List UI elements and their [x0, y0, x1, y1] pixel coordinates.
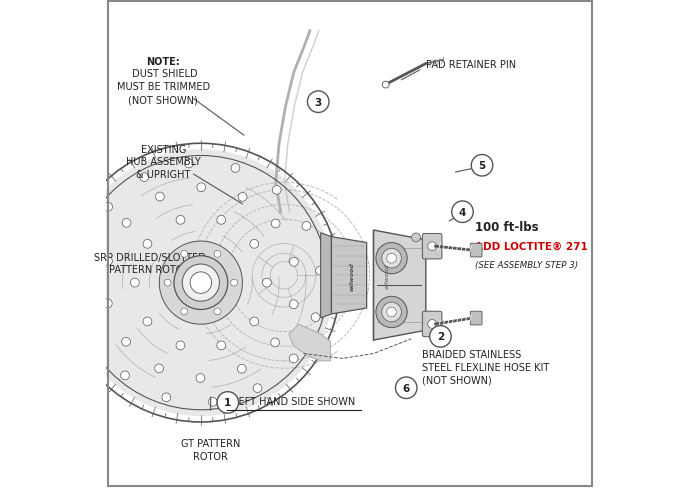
Polygon shape [321, 233, 331, 318]
Circle shape [174, 256, 228, 310]
Circle shape [250, 240, 259, 249]
Circle shape [376, 243, 407, 274]
Circle shape [182, 264, 219, 302]
Circle shape [376, 297, 407, 328]
Circle shape [471, 155, 493, 177]
Text: ADD LOCTITE® 271: ADD LOCTITE® 271 [475, 242, 588, 251]
Circle shape [176, 216, 185, 225]
FancyBboxPatch shape [470, 244, 482, 258]
Text: 5: 5 [478, 161, 486, 171]
Circle shape [104, 300, 112, 308]
Circle shape [272, 220, 280, 228]
Text: (SEE ASSEMBLY STEP 3): (SEE ASSEMBLY STEP 3) [475, 260, 578, 269]
Text: wilwood: wilwood [349, 262, 354, 290]
Circle shape [217, 392, 239, 413]
Circle shape [209, 398, 217, 407]
Circle shape [155, 193, 164, 202]
Circle shape [386, 254, 396, 264]
Text: 4: 4 [458, 207, 466, 217]
Text: EXISTING
HUB ASSEMBLY
& UPRIGHT: EXISTING HUB ASSEMBLY & UPRIGHT [126, 144, 201, 180]
Circle shape [382, 82, 389, 89]
Circle shape [386, 307, 396, 317]
Circle shape [452, 202, 473, 223]
Circle shape [104, 257, 113, 266]
Circle shape [181, 251, 188, 258]
Circle shape [289, 300, 298, 309]
Circle shape [272, 186, 281, 195]
Text: 2: 2 [437, 332, 444, 342]
Text: wilwood: wilwood [384, 263, 389, 288]
Text: BRAIDED STAINLESS
STEEL FLEXLINE HOSE KIT
(NOT SHOWN): BRAIDED STAINLESS STEEL FLEXLINE HOSE KI… [422, 349, 550, 385]
Circle shape [164, 280, 171, 286]
Circle shape [162, 393, 171, 402]
Circle shape [104, 203, 113, 212]
Polygon shape [374, 231, 426, 341]
Circle shape [316, 267, 325, 276]
Text: 3: 3 [314, 98, 322, 107]
Text: LEFT HAND SIDE SHOWN: LEFT HAND SIDE SHOWN [232, 396, 355, 406]
Circle shape [289, 354, 298, 363]
Circle shape [237, 365, 246, 373]
Circle shape [238, 193, 247, 202]
Circle shape [231, 164, 240, 173]
Circle shape [395, 377, 417, 399]
Circle shape [217, 216, 225, 225]
FancyBboxPatch shape [470, 311, 482, 325]
Circle shape [217, 341, 225, 350]
Circle shape [143, 317, 152, 326]
Circle shape [155, 364, 164, 373]
Circle shape [130, 279, 139, 287]
Circle shape [428, 320, 437, 329]
Circle shape [77, 290, 86, 299]
Circle shape [253, 384, 262, 393]
Circle shape [122, 219, 131, 228]
Circle shape [214, 308, 221, 315]
Circle shape [382, 249, 401, 268]
Circle shape [428, 243, 437, 251]
Circle shape [312, 313, 320, 322]
Circle shape [67, 150, 335, 416]
Circle shape [250, 317, 259, 326]
Circle shape [160, 242, 242, 325]
Circle shape [302, 222, 311, 231]
Circle shape [262, 279, 272, 287]
Circle shape [307, 92, 329, 113]
Circle shape [120, 371, 130, 380]
Text: 100 ft-lbs: 100 ft-lbs [475, 221, 539, 233]
Circle shape [185, 160, 193, 168]
Text: SRP DRILLED/SLOTTED
PATTERN ROTOR: SRP DRILLED/SLOTTED PATTERN ROTOR [94, 252, 205, 275]
FancyBboxPatch shape [422, 234, 442, 260]
Text: PAD RETAINER PIN: PAD RETAINER PIN [426, 60, 516, 69]
Circle shape [143, 240, 152, 249]
Circle shape [412, 234, 421, 243]
Circle shape [82, 244, 90, 253]
Circle shape [181, 308, 188, 315]
Polygon shape [331, 237, 367, 314]
Circle shape [140, 173, 148, 182]
Polygon shape [289, 325, 330, 361]
Circle shape [197, 183, 206, 192]
Circle shape [290, 258, 298, 266]
Circle shape [231, 280, 237, 286]
Circle shape [214, 251, 221, 258]
Text: GT PATTERN
ROTOR: GT PATTERN ROTOR [181, 439, 240, 461]
Circle shape [176, 341, 185, 350]
Circle shape [122, 338, 130, 346]
Circle shape [430, 326, 452, 347]
Text: 6: 6 [402, 383, 410, 393]
Circle shape [196, 374, 205, 383]
Circle shape [271, 338, 279, 347]
Text: DUST SHIELD
MUST BE TRIMMED
(NOT SHOWN): DUST SHIELD MUST BE TRIMMED (NOT SHOWN) [117, 69, 210, 105]
Circle shape [190, 272, 211, 294]
Circle shape [91, 335, 99, 344]
FancyBboxPatch shape [422, 312, 442, 337]
Text: NOTE:: NOTE: [146, 58, 180, 67]
Circle shape [382, 303, 401, 322]
Text: 1: 1 [224, 398, 232, 407]
